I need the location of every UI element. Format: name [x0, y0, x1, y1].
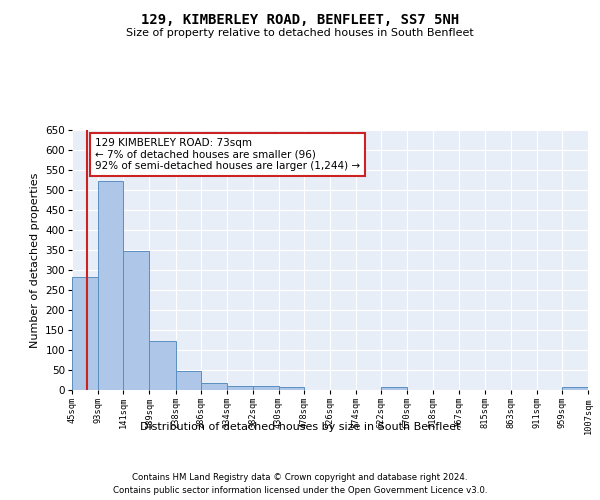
- Bar: [227, 386, 253, 390]
- Text: Contains public sector information licensed under the Open Government Licence v3: Contains public sector information licen…: [113, 486, 487, 495]
- Bar: [382, 387, 407, 390]
- Bar: [201, 383, 227, 390]
- Bar: [176, 371, 201, 390]
- Bar: [562, 387, 588, 390]
- Bar: [253, 386, 278, 390]
- Y-axis label: Number of detached properties: Number of detached properties: [30, 172, 40, 348]
- Text: Contains HM Land Registry data © Crown copyright and database right 2024.: Contains HM Land Registry data © Crown c…: [132, 472, 468, 482]
- Bar: [72, 277, 98, 390]
- Bar: [98, 181, 124, 390]
- Bar: [278, 387, 304, 390]
- Bar: [149, 341, 176, 390]
- Text: Size of property relative to detached houses in South Benfleet: Size of property relative to detached ho…: [126, 28, 474, 38]
- Text: 129, KIMBERLEY ROAD, BENFLEET, SS7 5NH: 129, KIMBERLEY ROAD, BENFLEET, SS7 5NH: [141, 12, 459, 26]
- Text: Distribution of detached houses by size in South Benfleet: Distribution of detached houses by size …: [140, 422, 460, 432]
- Text: 129 KIMBERLEY ROAD: 73sqm
← 7% of detached houses are smaller (96)
92% of semi-d: 129 KIMBERLEY ROAD: 73sqm ← 7% of detach…: [95, 138, 360, 171]
- Bar: [124, 251, 149, 390]
